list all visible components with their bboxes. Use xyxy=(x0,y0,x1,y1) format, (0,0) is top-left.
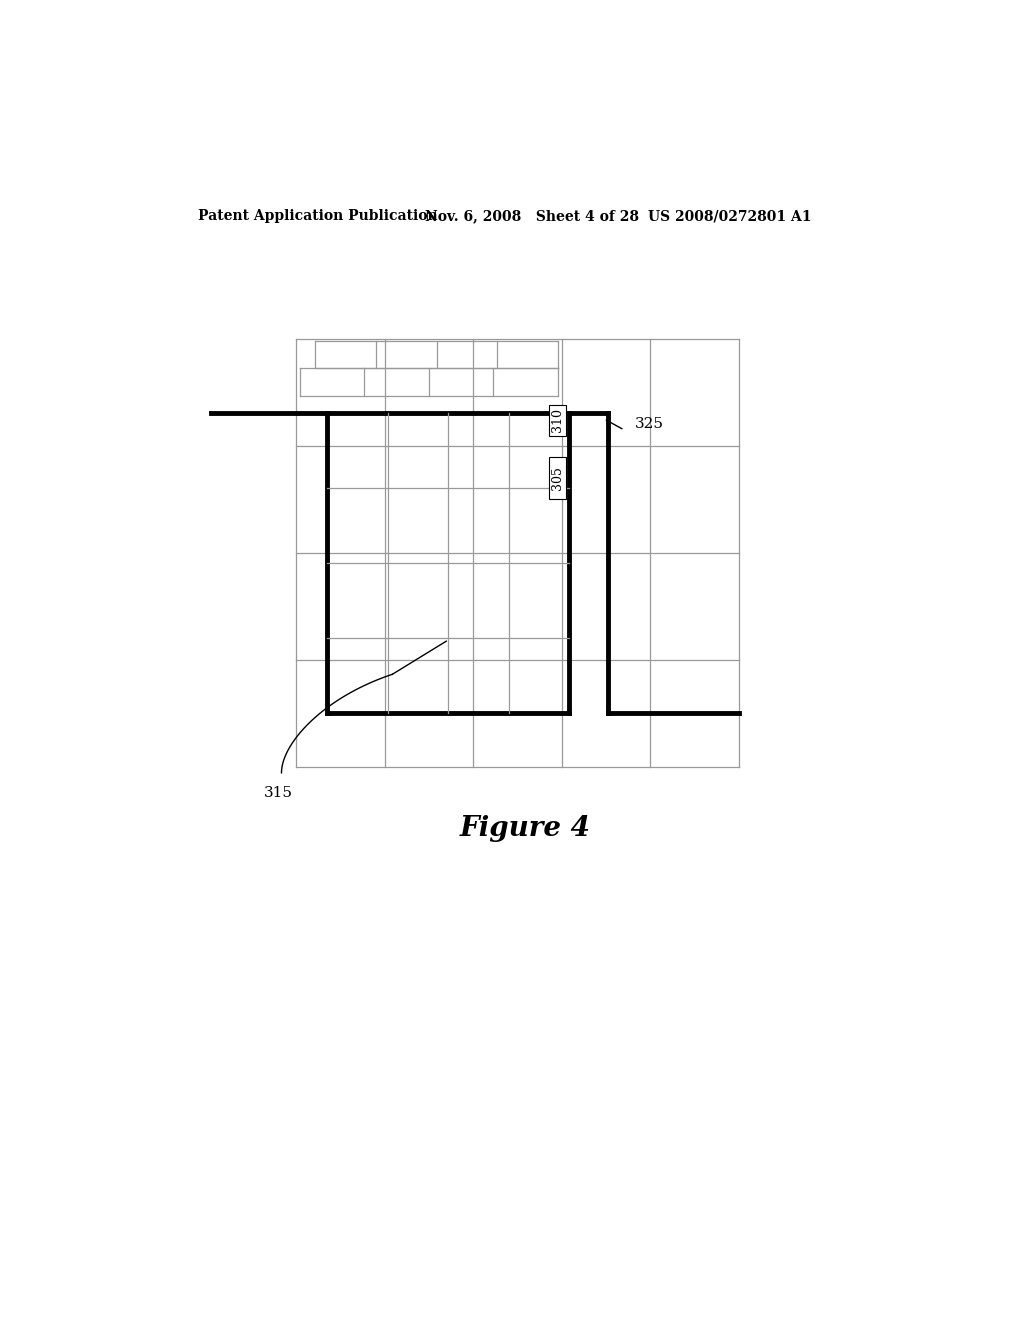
Text: US 2008/0272801 A1: US 2008/0272801 A1 xyxy=(648,209,811,223)
Bar xyxy=(550,457,566,499)
Text: 315: 315 xyxy=(264,785,293,800)
Text: 325: 325 xyxy=(635,417,664,432)
Text: Nov. 6, 2008   Sheet 4 of 28: Nov. 6, 2008 Sheet 4 of 28 xyxy=(425,209,639,223)
Text: 310: 310 xyxy=(551,408,564,432)
Text: Figure 4: Figure 4 xyxy=(460,814,590,842)
Text: 305: 305 xyxy=(551,466,564,490)
Bar xyxy=(550,405,566,436)
Text: Patent Application Publication: Patent Application Publication xyxy=(199,209,438,223)
